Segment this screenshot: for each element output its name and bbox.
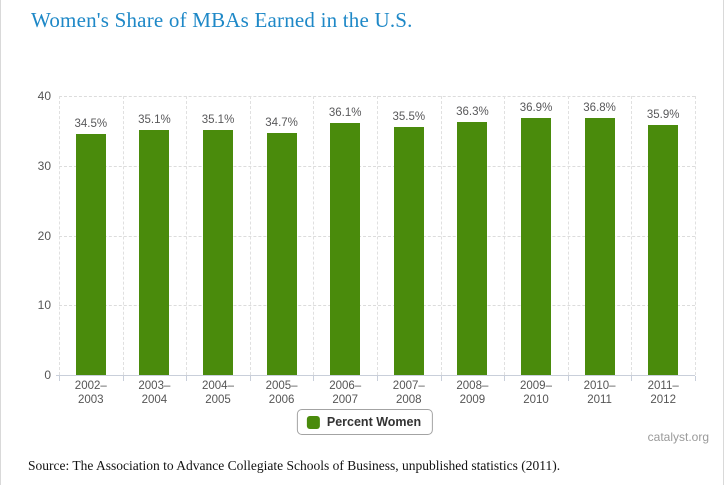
bar-value-label: 35.1% xyxy=(201,114,235,127)
x-axis-label: 2006– 2007 xyxy=(329,380,362,406)
bar-value-label: 36.3% xyxy=(456,105,489,118)
x-axis-label: 2002– 2003 xyxy=(74,380,107,406)
x-axis-tick xyxy=(695,376,696,381)
x-gridline xyxy=(249,96,251,375)
bar-2008–2009 xyxy=(457,121,488,375)
x-gridline xyxy=(567,96,569,375)
x-axis-tick xyxy=(249,376,251,381)
x-axis-tick xyxy=(122,376,124,381)
bar-value-label: 35.5% xyxy=(392,111,426,124)
plot-area: 34.5% 35.1% 35.1% 34.7% 36.1% 35.5% 36.3% 36.9%… xyxy=(59,96,696,375)
bar-value-label: 34.7% xyxy=(265,116,298,129)
x-axis-tick xyxy=(377,376,378,381)
x-gridline xyxy=(440,96,442,375)
x-gridline xyxy=(313,96,315,375)
x-gridline xyxy=(695,96,696,375)
bar-2002–2003 xyxy=(75,134,106,375)
x-axis-label: 2005– 2006 xyxy=(265,380,298,406)
x-axis-tick xyxy=(59,376,60,381)
bar-2009–2010 xyxy=(521,117,551,375)
x-gridline xyxy=(122,96,124,375)
x-axis-tick xyxy=(567,376,569,381)
chart-title: Women's Share of MBAs Earned in the U.S. xyxy=(31,8,413,32)
x-axis-tick xyxy=(313,376,315,381)
x-gridline xyxy=(631,96,633,375)
x-axis-label: 2004– 2005 xyxy=(202,380,234,406)
x-axis-tick xyxy=(440,376,442,381)
y-axis-label: 10 xyxy=(37,298,51,313)
x-axis-label: 2010– 2011 xyxy=(583,380,616,406)
y-axis-label: 30 xyxy=(37,158,51,173)
x-gridline xyxy=(377,96,378,375)
bar-value-label: 36.8% xyxy=(583,102,616,115)
watermark-link[interactable]: catalyst.org xyxy=(647,430,709,444)
x-axis-label: 2003– 2004 xyxy=(138,380,171,406)
x-axis-label: 2009– 2010 xyxy=(520,380,552,406)
x-axis-label: 2008– 2009 xyxy=(456,380,489,406)
bar-value-label: 35.1% xyxy=(138,114,171,127)
x-axis-tick xyxy=(186,376,188,381)
bar-value-label: 34.5% xyxy=(74,118,108,131)
bar-2005–2006 xyxy=(266,132,297,375)
y-axis-label: 0 xyxy=(44,368,51,382)
bar-2003–2004 xyxy=(139,130,170,375)
bar-value-label: 36.9% xyxy=(519,101,553,114)
x-gridline xyxy=(504,96,506,375)
bar-2010–2011 xyxy=(584,118,615,375)
bar-value-label: 35.9% xyxy=(646,108,680,121)
y-axis-label: 20 xyxy=(37,228,51,243)
y-axis-label: 40 xyxy=(37,89,51,103)
bar-2011–2012 xyxy=(648,124,679,375)
x-axis-tick xyxy=(504,376,506,381)
x-axis-label: 2007– 2008 xyxy=(392,380,425,406)
x-gridline xyxy=(59,96,60,375)
legend-swatch-icon xyxy=(306,415,320,429)
legend-label: Percent Women xyxy=(326,415,422,429)
legend[interactable]: Percent Women xyxy=(296,409,434,435)
source-note: Source: The Association to Advance Colle… xyxy=(28,458,561,473)
x-gridline xyxy=(186,96,188,375)
x-axis-tick xyxy=(631,376,633,381)
bar-2006–2007 xyxy=(330,123,361,375)
bar-2007–2008 xyxy=(393,127,424,375)
x-axis-line xyxy=(56,375,695,376)
bar-value-label: 36.1% xyxy=(328,107,362,120)
bar-2004–2005 xyxy=(203,130,233,375)
x-axis-label: 2011– 2012 xyxy=(647,380,679,406)
